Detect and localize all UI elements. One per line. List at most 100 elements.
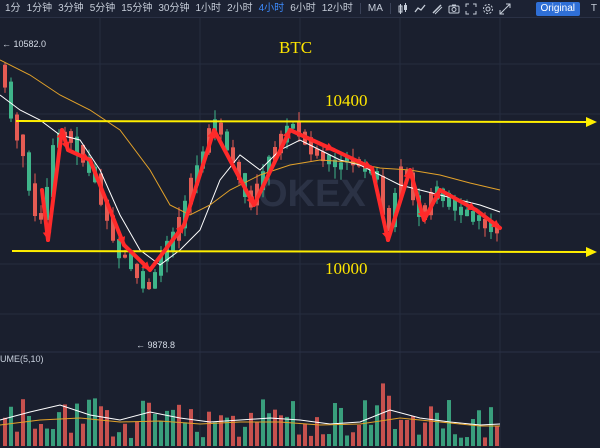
candle-body [297,120,301,137]
volume-bar [87,399,91,446]
candle-body [375,171,379,180]
volume-bar [27,415,31,446]
volume-bar [267,413,271,446]
candle-body [117,239,121,259]
interval-button[interactable]: 30分钟 [158,2,190,14]
volume-bar [249,412,253,446]
indicator-icon[interactable] [412,0,429,18]
volume-bar [33,428,37,446]
interval-button[interactable]: 2小时 [227,2,253,14]
volume-bar [351,432,355,446]
volume-bar [321,434,325,446]
trend-arrowhead [117,236,126,245]
volume-bar [315,417,319,446]
volume-bar [93,398,97,446]
volume-bar [291,401,295,446]
volume-bar [429,406,433,446]
trend-arrow-segment [182,128,216,227]
volume-bar [273,409,277,446]
chart-title: BTC [279,38,313,57]
resistance-arrowhead [586,117,597,127]
candle-body [459,206,463,216]
volume-bar [45,428,49,446]
volume-bar [489,407,493,446]
toolbar-divider [359,3,361,14]
volume-bar [159,421,163,446]
volume-bar [153,413,157,446]
candle-body [105,199,109,221]
expand-icon[interactable] [497,0,514,18]
interval-button[interactable]: 5分钟 [89,2,116,14]
candle-body [237,161,241,180]
candlestick-chart[interactable]: OKEX [0,18,600,448]
draw-tool-icon[interactable] [429,0,446,18]
volume-bar [423,422,427,446]
candle-body [399,166,403,200]
volume-bar [261,399,265,446]
candle-body [21,134,25,157]
candle-body [489,221,493,233]
candle-body [183,200,187,229]
volume-bar [195,431,199,446]
interval-button[interactable]: 1分钟 [26,2,53,14]
volume-bar [189,409,193,446]
interval-button[interactable]: 1分 [5,2,21,14]
candle-body [477,215,481,221]
interval-button[interactable]: 1小时 [195,2,222,14]
interval-button[interactable]: 12小时 [321,2,353,14]
candle-body [351,158,355,166]
candle-body [111,215,115,241]
interval-button[interactable]: 4小时 [258,2,285,14]
settings-icon[interactable] [480,0,497,18]
volume-bar [255,421,259,446]
trend-arrowhead [61,141,70,150]
candle-body [339,162,343,170]
trend-arrowhead [175,225,184,234]
candle-body [225,131,229,151]
volume-bar [477,410,481,446]
volume-bar [459,437,463,446]
volume-bar [399,419,403,446]
candle-body [345,155,349,163]
volume-bar [465,437,469,446]
candle-body [273,147,277,161]
volume-bar [411,416,415,446]
candle-body [495,223,499,234]
candle-body [69,131,73,143]
price-chart[interactable]: OKEX [0,18,600,448]
volume-bar [297,434,301,446]
original-view-button[interactable]: Original [535,2,580,16]
candle-body [9,81,13,119]
candle-body [333,159,337,168]
trend-arrowhead [363,160,372,169]
okex-watermark: OKEX [258,173,366,215]
volume-bar [177,404,181,446]
candle-body [219,122,223,135]
volume-bar [165,410,169,446]
candle-type-icon[interactable] [395,0,412,18]
volume-bar [243,426,247,446]
candle-body [483,218,487,229]
resistance-level-label: 10400 [325,91,368,110]
fullscreen-icon[interactable] [463,0,480,18]
trend-arrow-segment [288,128,336,152]
trend-arrowhead [141,261,150,270]
interval-button[interactable]: 3分钟 [58,2,84,14]
volume-bar [51,429,55,446]
indicator-button[interactable]: MA [367,2,383,14]
volume-bar [345,435,349,446]
toolbar-divider [389,3,391,14]
candle-body [27,152,31,191]
support-line [11,250,587,253]
volume-bar [483,437,487,446]
volume-bar [129,437,133,446]
chart-toolbar: 1分 1分钟 3分钟 5分钟 15分钟 30分钟 1小时 2小时 4小时 6小时 12小时 MA O… [0,0,600,18]
volume-bar [75,403,79,446]
volume-bar [63,404,67,446]
interval-button[interactable]: 15分钟 [121,2,153,14]
volume-ma-slow-line [0,417,500,427]
interval-button[interactable]: 6小时 [290,2,316,14]
volume-ma-fast-line [0,404,501,426]
camera-icon[interactable] [446,0,463,18]
depth-view-button[interactable]: T [590,3,597,14]
